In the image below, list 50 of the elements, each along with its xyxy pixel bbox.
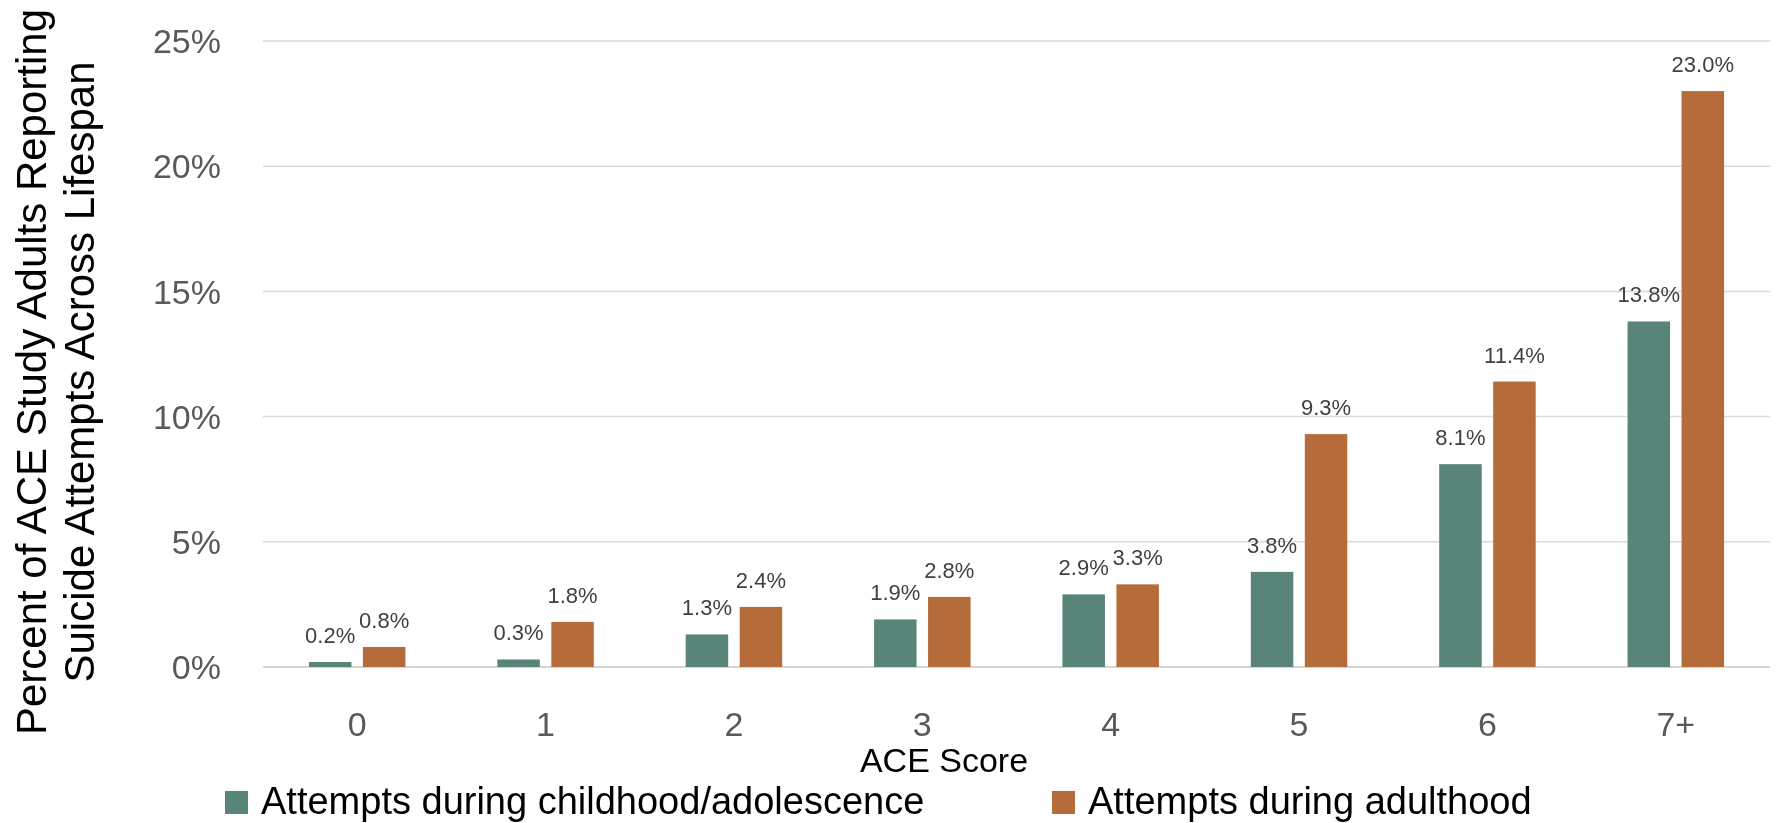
data-label: 23.0% — [1671, 52, 1734, 78]
x-tick-label: 1 — [536, 705, 556, 743]
bar — [551, 621, 594, 667]
y-tick-label: 15% — [152, 272, 221, 311]
data-label: 0.8% — [359, 607, 410, 633]
x-tick-label: 2 — [724, 705, 744, 743]
x-tick-label: 0 — [347, 705, 367, 743]
bar — [1116, 584, 1159, 667]
legend-label: Attempts during adulthood — [1088, 780, 1532, 822]
bar — [1681, 91, 1725, 667]
bar — [1493, 381, 1536, 667]
y-tick-label: 25% — [152, 22, 221, 61]
y-axis-title: Percent of ACE Study Adults Reporting Suicide Attempts Across Lifespan — [8, 8, 103, 736]
data-label: 2.8% — [924, 557, 975, 583]
data-label: 11.4% — [1484, 342, 1545, 368]
data-label: 13.8% — [1617, 282, 1681, 308]
x-tick-label: 7+ — [1656, 705, 1696, 743]
data-label: 0.2% — [305, 622, 356, 648]
bar — [497, 659, 540, 667]
data-label: 2.9% — [1058, 555, 1109, 581]
bar — [1250, 571, 1294, 667]
bar — [1439, 464, 1482, 667]
y-tick-label: 5% — [171, 523, 221, 562]
x-tick-label: 5 — [1289, 705, 1309, 743]
data-label: 2.4% — [735, 567, 787, 593]
bar — [874, 619, 917, 667]
bar — [928, 596, 971, 667]
x-tick-label: 6 — [1477, 705, 1497, 743]
data-label: 3.3% — [1112, 545, 1163, 571]
y-tick-label: 10% — [152, 397, 221, 436]
data-label: 8.1% — [1435, 425, 1486, 451]
data-label: 1.3% — [681, 595, 733, 621]
data-label: 9.3% — [1300, 395, 1352, 421]
y-tick-label: 20% — [152, 147, 221, 186]
bar — [308, 661, 352, 667]
y-tick-label: 0% — [171, 648, 221, 687]
x-tick-label: 3 — [912, 705, 932, 743]
data-label: 3.8% — [1246, 532, 1298, 558]
bar — [362, 646, 406, 667]
x-tick-label: 4 — [1101, 705, 1121, 743]
bar — [1304, 434, 1348, 667]
bar — [1627, 321, 1671, 667]
legend-label: Attempts during childhood/adolescence — [261, 780, 925, 822]
data-label: 1.9% — [870, 580, 921, 606]
bar — [685, 634, 729, 667]
bar — [739, 606, 783, 667]
data-label: 1.8% — [547, 582, 598, 608]
bar — [1062, 594, 1105, 667]
data-label: 0.3% — [493, 620, 544, 646]
x-axis-title: ACE Score — [859, 741, 1029, 779]
